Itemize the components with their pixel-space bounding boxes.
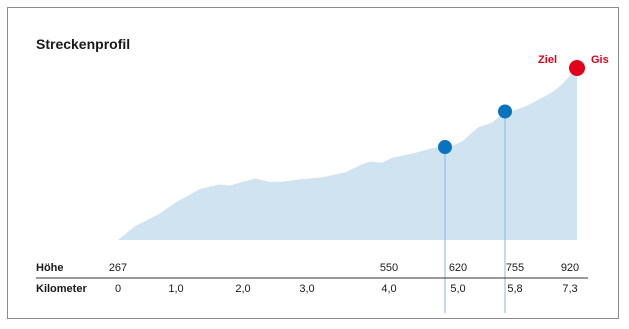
km-value: 5,8 [507, 283, 522, 295]
hoehe-value: 920 [561, 262, 579, 274]
elevation-area [118, 68, 577, 240]
elevation-marker [498, 104, 512, 119]
km-value: 3,0 [299, 283, 314, 295]
hoehe-value: 755 [506, 262, 524, 274]
row-label-kilometer: Kilometer [36, 283, 87, 295]
finish-label-gis: Gis [591, 54, 609, 66]
finish-label-ziel: Ziel [538, 54, 557, 66]
hoehe-value: 267 [109, 262, 127, 274]
km-value: 7,3 [562, 283, 577, 295]
km-value: 5,0 [450, 283, 465, 295]
km-value: 0 [115, 283, 121, 295]
km-value: 4,0 [381, 283, 396, 295]
km-value: 1,0 [168, 283, 183, 295]
row-label-hoehe: Höhe [36, 262, 64, 274]
chart-title: Streckenprofil [36, 36, 131, 52]
hoehe-value: 620 [449, 262, 467, 274]
km-value: 2,0 [235, 283, 250, 295]
finish-marker [569, 60, 585, 76]
elevation-marker [438, 140, 452, 155]
hoehe-value: 550 [380, 262, 398, 274]
